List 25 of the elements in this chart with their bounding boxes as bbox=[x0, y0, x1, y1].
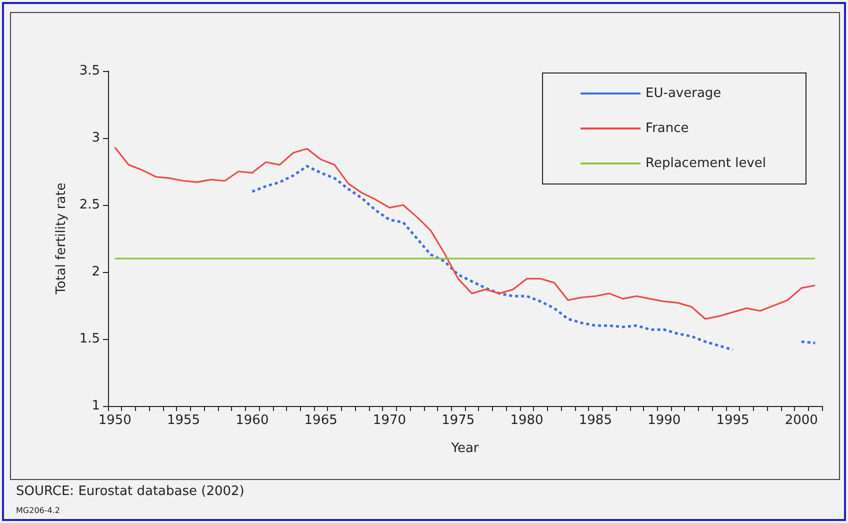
x-tick-label: 1990 bbox=[648, 413, 681, 428]
source-note: SOURCE: Eurostat database (2002) bbox=[16, 484, 244, 499]
x-tick-label: 2000 bbox=[784, 413, 818, 428]
x-tick-label: 1975 bbox=[442, 413, 475, 428]
legend-label: EU-average bbox=[646, 86, 722, 101]
line-series bbox=[114, 146, 816, 320]
x-axis-title: Year bbox=[450, 441, 480, 456]
x-tick-label: 1950 bbox=[98, 413, 132, 428]
y-tick-label: 1.5 bbox=[79, 332, 100, 346]
x-tick-label: 1965 bbox=[304, 413, 338, 428]
y-tick-label: 3.5 bbox=[79, 64, 100, 78]
y-tick-label: 2.5 bbox=[79, 198, 100, 212]
text: MG206-4.2 bbox=[16, 506, 60, 515]
y-tick-label: 3 bbox=[92, 130, 100, 146]
x-tick-label: 1980 bbox=[510, 413, 544, 428]
y-tick-label: 2 bbox=[92, 264, 100, 280]
y-tick-label: 1 bbox=[92, 398, 100, 414]
x-tick-label: 1985 bbox=[578, 413, 612, 428]
x-tick-label: 1995 bbox=[716, 413, 750, 428]
x-tick-label: 1955 bbox=[166, 413, 200, 428]
y-axis-title: Total fertility rate bbox=[54, 182, 69, 296]
x-tick-label: 1970 bbox=[372, 413, 406, 428]
x-tick-label: 1960 bbox=[236, 413, 269, 428]
legend-label: Replacement level bbox=[646, 156, 766, 171]
legend-label: France bbox=[646, 121, 689, 136]
